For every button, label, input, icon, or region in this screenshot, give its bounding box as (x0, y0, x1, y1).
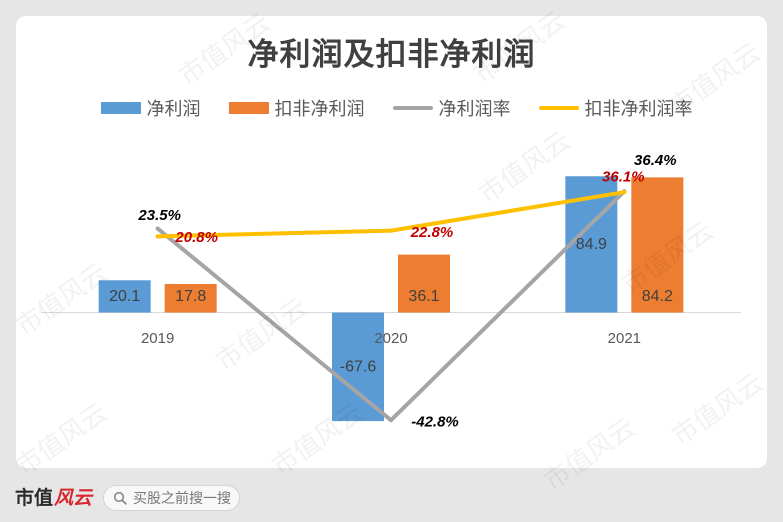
line-label-net-margin-2021: 36.4% (634, 152, 677, 169)
x-tick-label-2020: 2020 (374, 330, 407, 347)
bar-label-deducted-net-profit-2020: 36.1 (408, 288, 439, 305)
legend-item-deducted-net-margin: 扣非净利润率 (538, 97, 693, 120)
bar-label-net-profit-2021: 84.9 (576, 236, 607, 253)
search-hint: 买股之前搜一搜 (133, 491, 231, 507)
legend: 净利润 扣非净利润 净利润率 扣非净利润率 (10, 97, 783, 120)
line-label-deducted-net-margin-2021: 36.1% (602, 169, 645, 186)
bar-label-layer: 20.1 -67.6 84.9 17.8 36.1 84.2 (109, 236, 673, 375)
legend-label-deducted-net-margin: 扣非净利润率 (584, 99, 693, 120)
legend-swatch-deducted-net-margin (538, 106, 579, 110)
bar-label-deducted-net-profit-2021: 84.2 (642, 288, 673, 305)
point-net-margin-2020 (389, 418, 393, 423)
brand-logo: 市值风云 (15, 485, 92, 511)
x-tick-label-2019: 2019 (141, 330, 174, 347)
bar-deducted-net-profit-2021 (631, 177, 684, 313)
tick-label-layer: 2019 2020 2021 (141, 330, 641, 347)
legend-label-net-profit: 净利润 (146, 99, 201, 120)
legend-label-net-margin: 净利润率 (438, 99, 511, 120)
brand-logo-text-red: 风云 (54, 487, 93, 509)
bar-deducted-net-profit-2019 (164, 283, 217, 313)
legend-item-deducted-net-profit: 扣非净利润 (228, 97, 365, 120)
search-icon (113, 491, 127, 505)
line-label-deducted-net-margin-2020: 22.8% (410, 224, 454, 241)
bar-net-profit-2020 (332, 312, 384, 422)
legend-swatch-deducted-net-profit (228, 102, 269, 114)
line-label-net-margin-2020: -42.8% (411, 414, 459, 431)
legend-swatch-net-profit (100, 102, 141, 114)
legend-item-net-profit: 净利润 (100, 97, 201, 120)
line-label-deducted-net-margin-2019: 20.8% (174, 229, 218, 246)
point-deducted-net-margin-2019 (155, 234, 160, 239)
lines-layer (155, 189, 627, 423)
brand-logo-text-dark: 市值 (15, 487, 54, 509)
point-deducted-net-margin-2021 (622, 190, 627, 195)
point-net-margin-2019 (155, 226, 160, 231)
x-tick-label-2021: 2021 (608, 330, 641, 347)
search-banner: 买股之前搜一搜 (103, 485, 240, 511)
line-label-net-margin-2019: 23.5% (137, 207, 181, 224)
line-net-margin (155, 189, 627, 423)
legend-item-net-margin: 净利润率 (392, 97, 511, 120)
bar-label-net-profit-2019: 20.1 (109, 288, 140, 305)
chart-title: 净利润及扣非净利润 (247, 37, 536, 73)
point-deducted-net-margin-2020 (389, 228, 393, 233)
bar-net-profit-2019 (98, 280, 151, 313)
legend-swatch-net-margin (392, 106, 433, 110)
line-label-layer: 23.5% -42.8% 36.4% 20.8% 22.8% 36.1% (137, 152, 676, 431)
bar-deducted-net-profit-2020 (398, 254, 450, 313)
bar-label-deducted-net-profit-2019: 17.8 (175, 288, 206, 305)
legend-label-deducted-net-profit: 扣非净利润 (274, 99, 365, 120)
bar-label-net-profit-2020: -67.6 (340, 358, 377, 375)
